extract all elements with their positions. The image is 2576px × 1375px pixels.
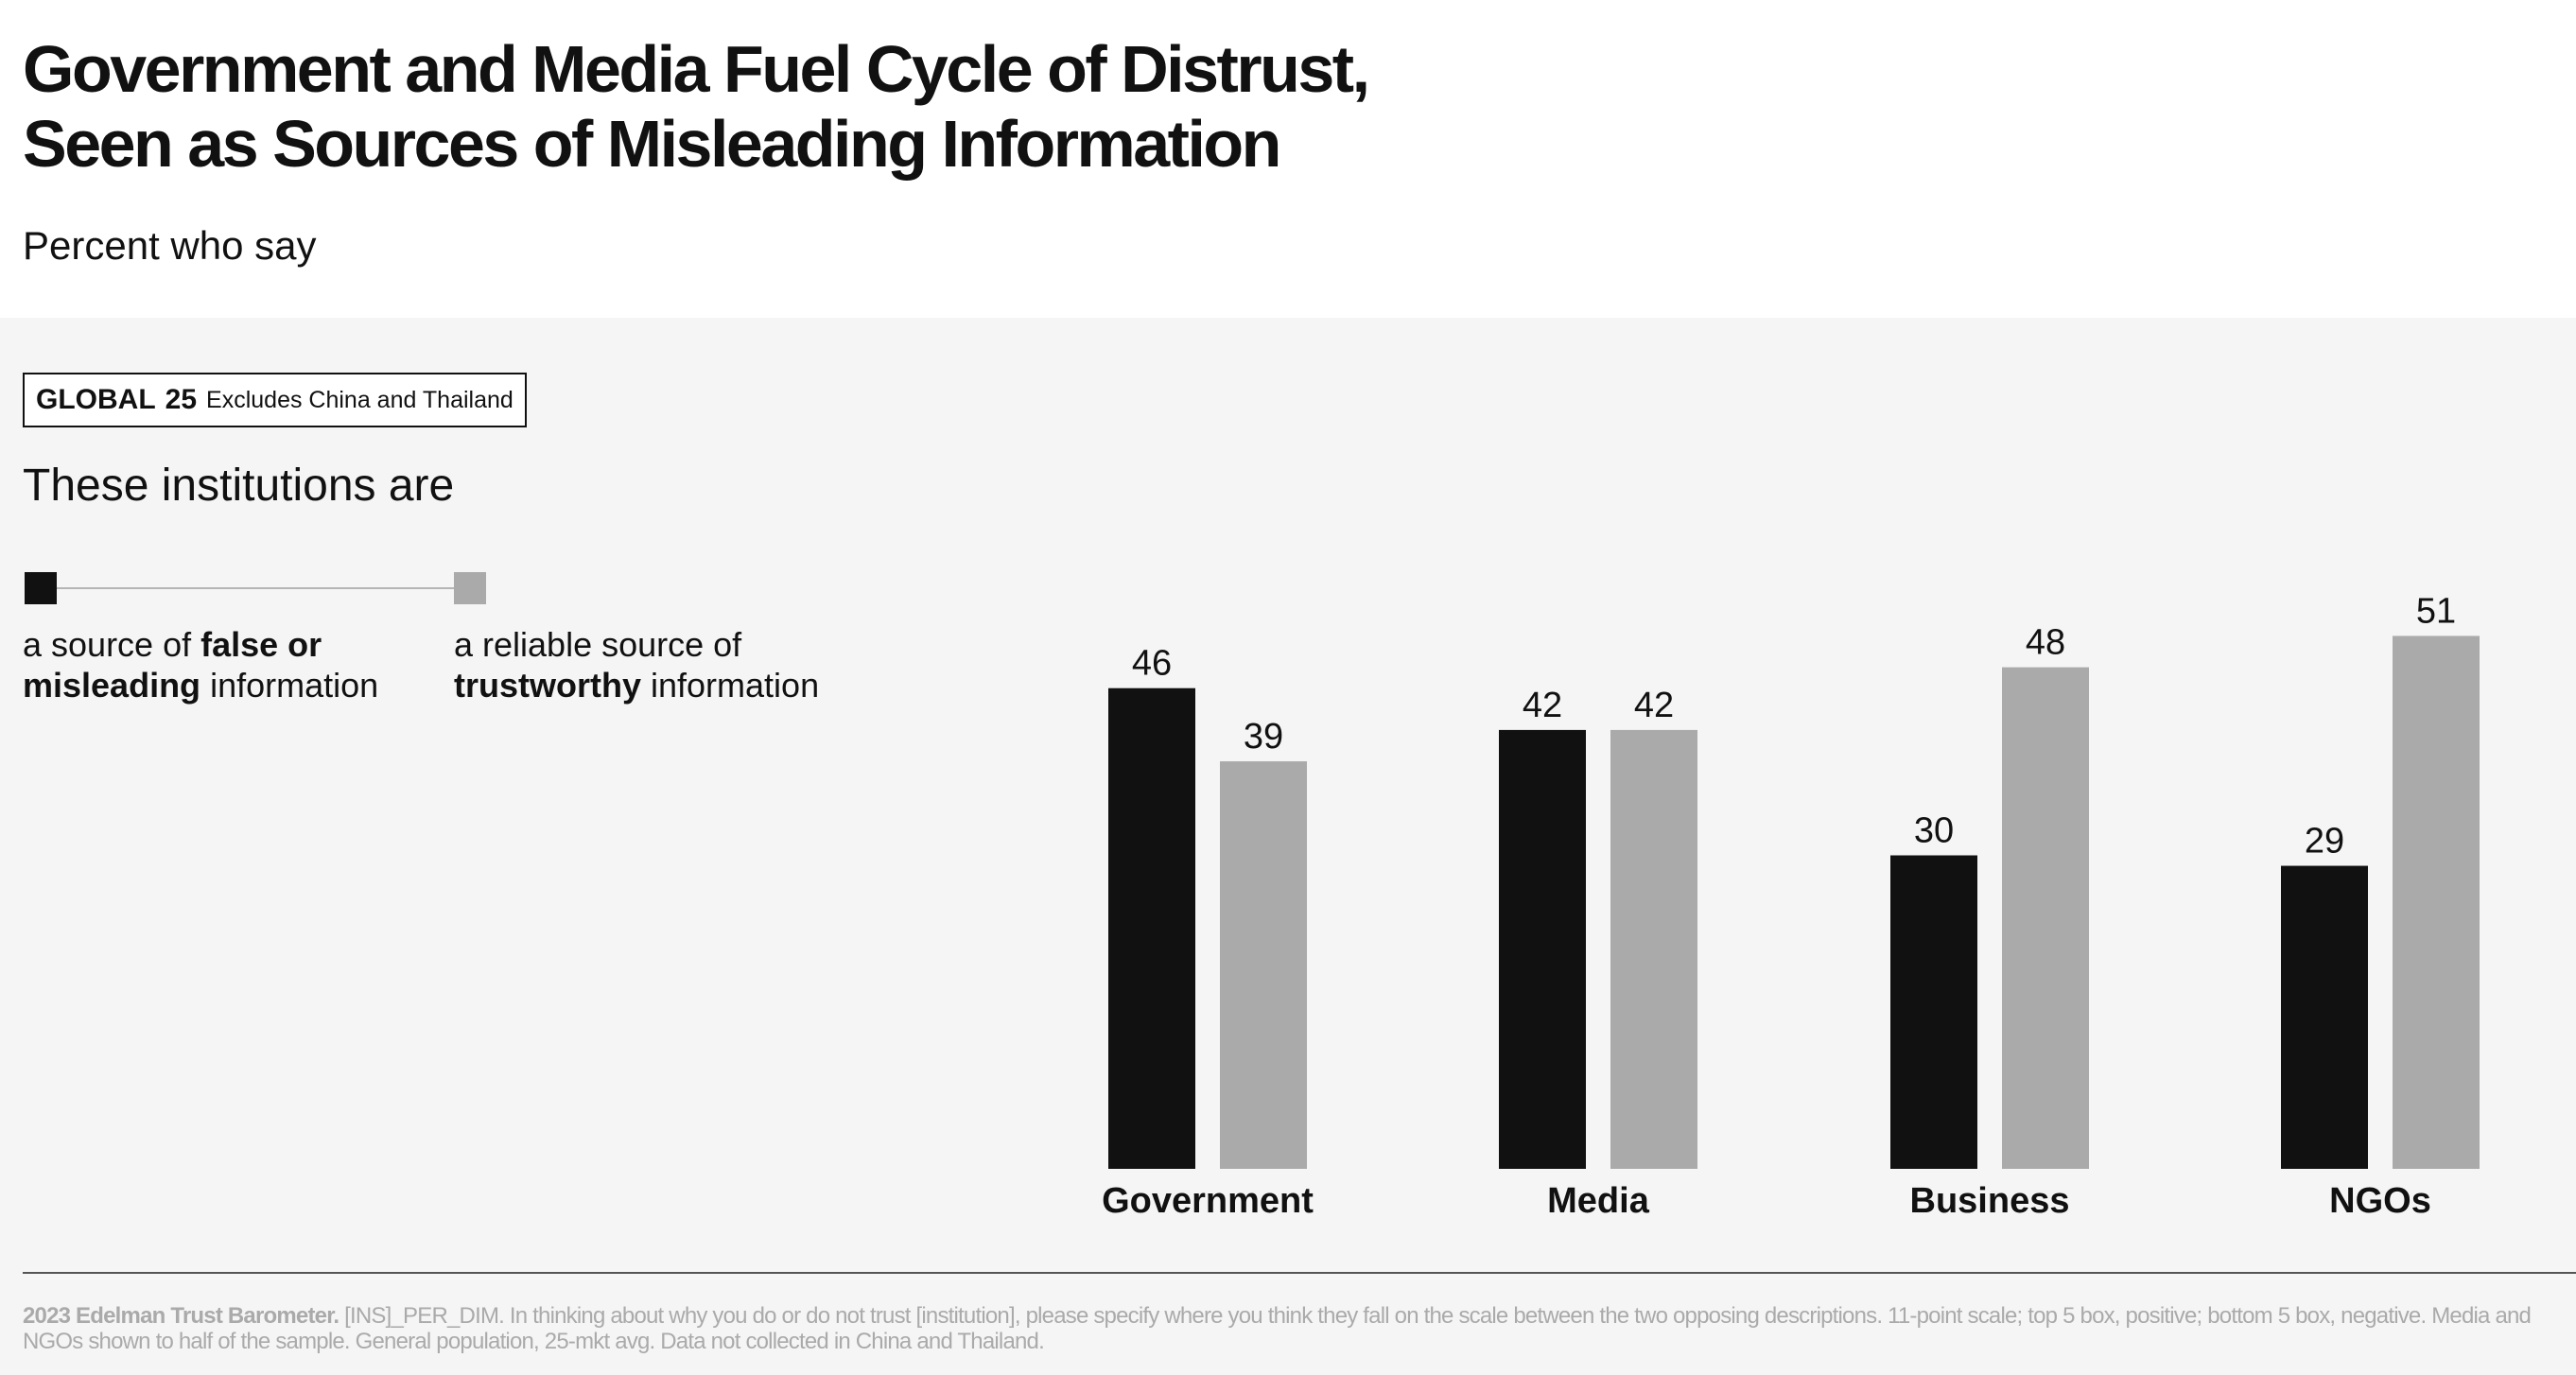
legend-swatch-trustworthy bbox=[454, 572, 486, 604]
value-label-business-series-2: 48 bbox=[2026, 623, 2065, 663]
legend-left-pre: a source of bbox=[23, 625, 201, 664]
footnote: 2023 Edelman Trust Barometer. [INS]_PER_… bbox=[23, 1303, 2538, 1354]
bar-media-series-1 bbox=[1499, 729, 1586, 1169]
title-line-1: Government and Media Fuel Cycle of Distr… bbox=[23, 32, 1370, 106]
bar-business-series-2 bbox=[2002, 667, 2089, 1169]
legend-left-bold2: misleading bbox=[23, 666, 201, 705]
value-label-ngos-series-1: 29 bbox=[2305, 822, 2344, 862]
legend-right-post: information bbox=[641, 666, 820, 705]
value-label-government-series-1: 46 bbox=[1132, 644, 1172, 684]
value-label-media-series-2: 42 bbox=[1634, 686, 1674, 725]
page-title: Government and Media Fuel Cycle of Distr… bbox=[23, 32, 1370, 182]
legend-right-bold: trustworthy bbox=[454, 666, 641, 705]
legend-label-misleading: a source of false or misleading informati… bbox=[23, 624, 420, 705]
category-label-media: Media bbox=[1547, 1181, 1650, 1221]
value-label-government-series-2: 39 bbox=[1244, 717, 1283, 757]
sample-tag: GLOBAL 25 Excludes China and Thailand bbox=[23, 373, 527, 427]
bar-government-series-1 bbox=[1108, 688, 1195, 1169]
legend-left-bold1: false or bbox=[200, 625, 322, 664]
legend-right-pre: a reliable source of bbox=[454, 625, 742, 664]
legend-connector bbox=[57, 587, 454, 589]
page-subtitle: Percent who say bbox=[23, 223, 317, 268]
category-label-business: Business bbox=[1910, 1181, 2070, 1221]
value-label-ngos-series-2: 51 bbox=[2416, 591, 2456, 631]
category-label-government: Government bbox=[1102, 1181, 1314, 1221]
bar-ngos-series-2 bbox=[2393, 635, 2480, 1169]
legend-label-trustworthy: a reliable source of trustworthy informat… bbox=[454, 624, 851, 705]
footnote-source: 2023 Edelman Trust Barometer. bbox=[23, 1303, 339, 1329]
bar-business-series-1 bbox=[1890, 855, 1977, 1169]
footnote-text: [INS]_PER_DIM. In thinking about why you… bbox=[23, 1303, 2532, 1354]
legend-swatch-misleading bbox=[25, 572, 57, 604]
lead-text: These institutions are bbox=[23, 461, 455, 511]
bar-ngos-series-1 bbox=[2281, 865, 2368, 1169]
tag-count: 25 bbox=[165, 384, 198, 415]
footer-divider bbox=[23, 1272, 2576, 1274]
value-label-business-series-1: 30 bbox=[1914, 811, 1954, 851]
legend-left-post: information bbox=[200, 666, 379, 705]
value-label-media-series-1: 42 bbox=[1523, 686, 1562, 725]
bar-media-series-2 bbox=[1610, 729, 1697, 1169]
bar-government-series-2 bbox=[1220, 761, 1307, 1169]
tag-note: Excludes China and Thailand bbox=[206, 386, 513, 413]
category-label-ngos: NGOs bbox=[2329, 1181, 2431, 1221]
tag-region: GLOBAL bbox=[36, 384, 156, 415]
title-line-2: Seen as Sources of Misleading Informatio… bbox=[23, 107, 1281, 181]
header: Government and Media Fuel Cycle of Distr… bbox=[0, 0, 2576, 318]
